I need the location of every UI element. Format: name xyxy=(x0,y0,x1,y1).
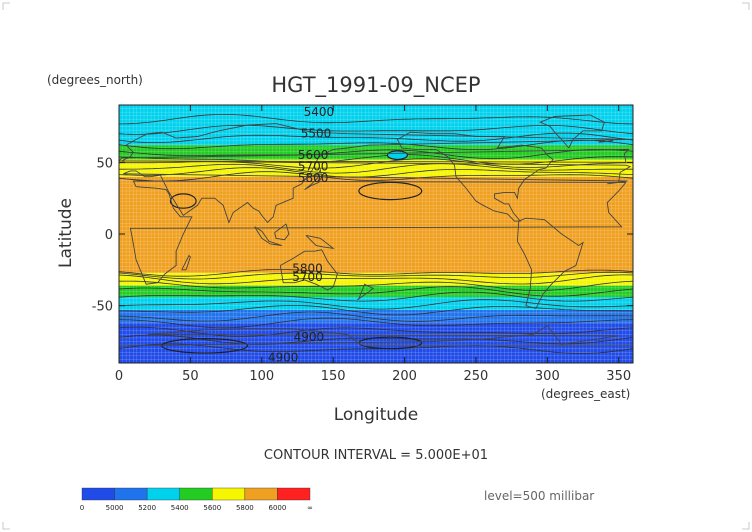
coastline xyxy=(539,114,605,149)
coastline xyxy=(598,138,614,143)
contour-line xyxy=(119,132,633,143)
contour-line xyxy=(119,139,633,150)
coastline xyxy=(516,217,584,310)
coastline xyxy=(396,131,554,222)
colorbar-swatch xyxy=(179,487,213,501)
x-axis-ticks: 0 50 100 150 200 250 300 350 xyxy=(115,105,631,384)
coastline xyxy=(181,254,191,271)
colorbar-label: 5200 xyxy=(138,504,156,512)
closed-contour xyxy=(358,181,423,201)
gridlines xyxy=(119,105,633,363)
contour-line xyxy=(119,343,633,354)
colorbar-swatch xyxy=(81,487,115,501)
x-tick-label: 100 xyxy=(249,369,274,384)
coastline xyxy=(305,234,335,249)
contour-label: 5500 xyxy=(301,127,332,141)
contour-line xyxy=(119,291,633,302)
x-tick-label: 350 xyxy=(606,369,631,384)
colorbar-label: 0 xyxy=(80,504,84,512)
contour-label: 5700 xyxy=(298,160,329,174)
coastlines xyxy=(119,114,633,347)
contour-line xyxy=(119,274,633,285)
colorbar-label: ∞ xyxy=(307,504,313,512)
y-axis-units: (degrees_north) xyxy=(47,73,143,87)
y-axis-label: Latitude xyxy=(56,198,76,268)
coastline xyxy=(129,180,627,285)
coastline xyxy=(119,148,630,163)
contour-label: 5600 xyxy=(298,148,329,162)
contour-line xyxy=(119,286,633,297)
contour-line xyxy=(119,305,633,316)
colorbar-swatch xyxy=(277,487,311,501)
x-tick-label: 200 xyxy=(392,369,417,384)
y-tick-label: 0 xyxy=(105,228,113,243)
contour-line xyxy=(119,171,633,182)
colorbar-label: 5800 xyxy=(236,504,254,512)
contour-label: 5700 xyxy=(292,270,323,284)
y-axis-ticks: 50 0 -50 xyxy=(92,156,633,315)
colorbar-swatch xyxy=(114,487,148,501)
contour-line xyxy=(119,326,633,337)
chart-title: HGT_1991-09_NCEP xyxy=(271,73,480,98)
grid-lines xyxy=(119,105,633,363)
contour-line xyxy=(119,299,633,310)
contour-line xyxy=(119,269,633,277)
level-label: level=500 millibar xyxy=(484,489,594,503)
colorbar-swatch xyxy=(146,487,180,501)
colorbar-label: 5400 xyxy=(171,504,189,512)
closed-contour xyxy=(169,193,197,209)
coastline xyxy=(357,283,374,301)
contour-line xyxy=(119,311,633,322)
contour-label: 5800 xyxy=(298,171,329,185)
coastline xyxy=(304,167,323,190)
coastline xyxy=(274,223,290,241)
x-tick-label: 250 xyxy=(464,369,489,384)
x-tick-label: 150 xyxy=(321,369,346,384)
closed-contour xyxy=(161,338,249,354)
contour-line xyxy=(119,280,633,291)
contour-line xyxy=(119,317,633,329)
y-tick-label: -50 xyxy=(92,300,113,315)
colorbar-label: 6000 xyxy=(269,504,287,512)
colorbar: 0 5000 5200 5400 5600 5800 6000 ∞ xyxy=(80,487,313,512)
contour-label: 4900 xyxy=(268,350,299,364)
colorbar-swatch xyxy=(244,487,278,501)
contour-line xyxy=(119,114,633,125)
coastline xyxy=(121,123,633,224)
colorbar-swatch xyxy=(212,487,246,501)
contour-label: 5400 xyxy=(304,105,335,119)
coastline xyxy=(279,249,338,291)
coastline xyxy=(119,325,633,347)
x-axis-units: (degrees_east) xyxy=(541,387,630,401)
x-tick-label: 0 xyxy=(115,369,123,384)
x-tick-label: 50 xyxy=(182,369,199,384)
x-axis-label: Longitude xyxy=(334,405,419,425)
contour-label: 5800 xyxy=(292,261,323,275)
y-tick-label: 50 xyxy=(96,156,113,171)
colorbar-label: 5600 xyxy=(203,504,221,512)
contour-label: 4900 xyxy=(294,330,325,344)
contour-interval-label: CONTOUR INTERVAL = 5.000E+01 xyxy=(264,448,488,463)
contour-line xyxy=(119,271,633,280)
x-tick-label: 300 xyxy=(535,369,560,384)
colorbar-label: 5000 xyxy=(106,504,124,512)
contour-line xyxy=(119,167,633,178)
contour-line xyxy=(119,149,633,160)
coastline xyxy=(254,226,282,246)
closed-contour xyxy=(386,150,409,161)
contour-line xyxy=(119,163,633,174)
